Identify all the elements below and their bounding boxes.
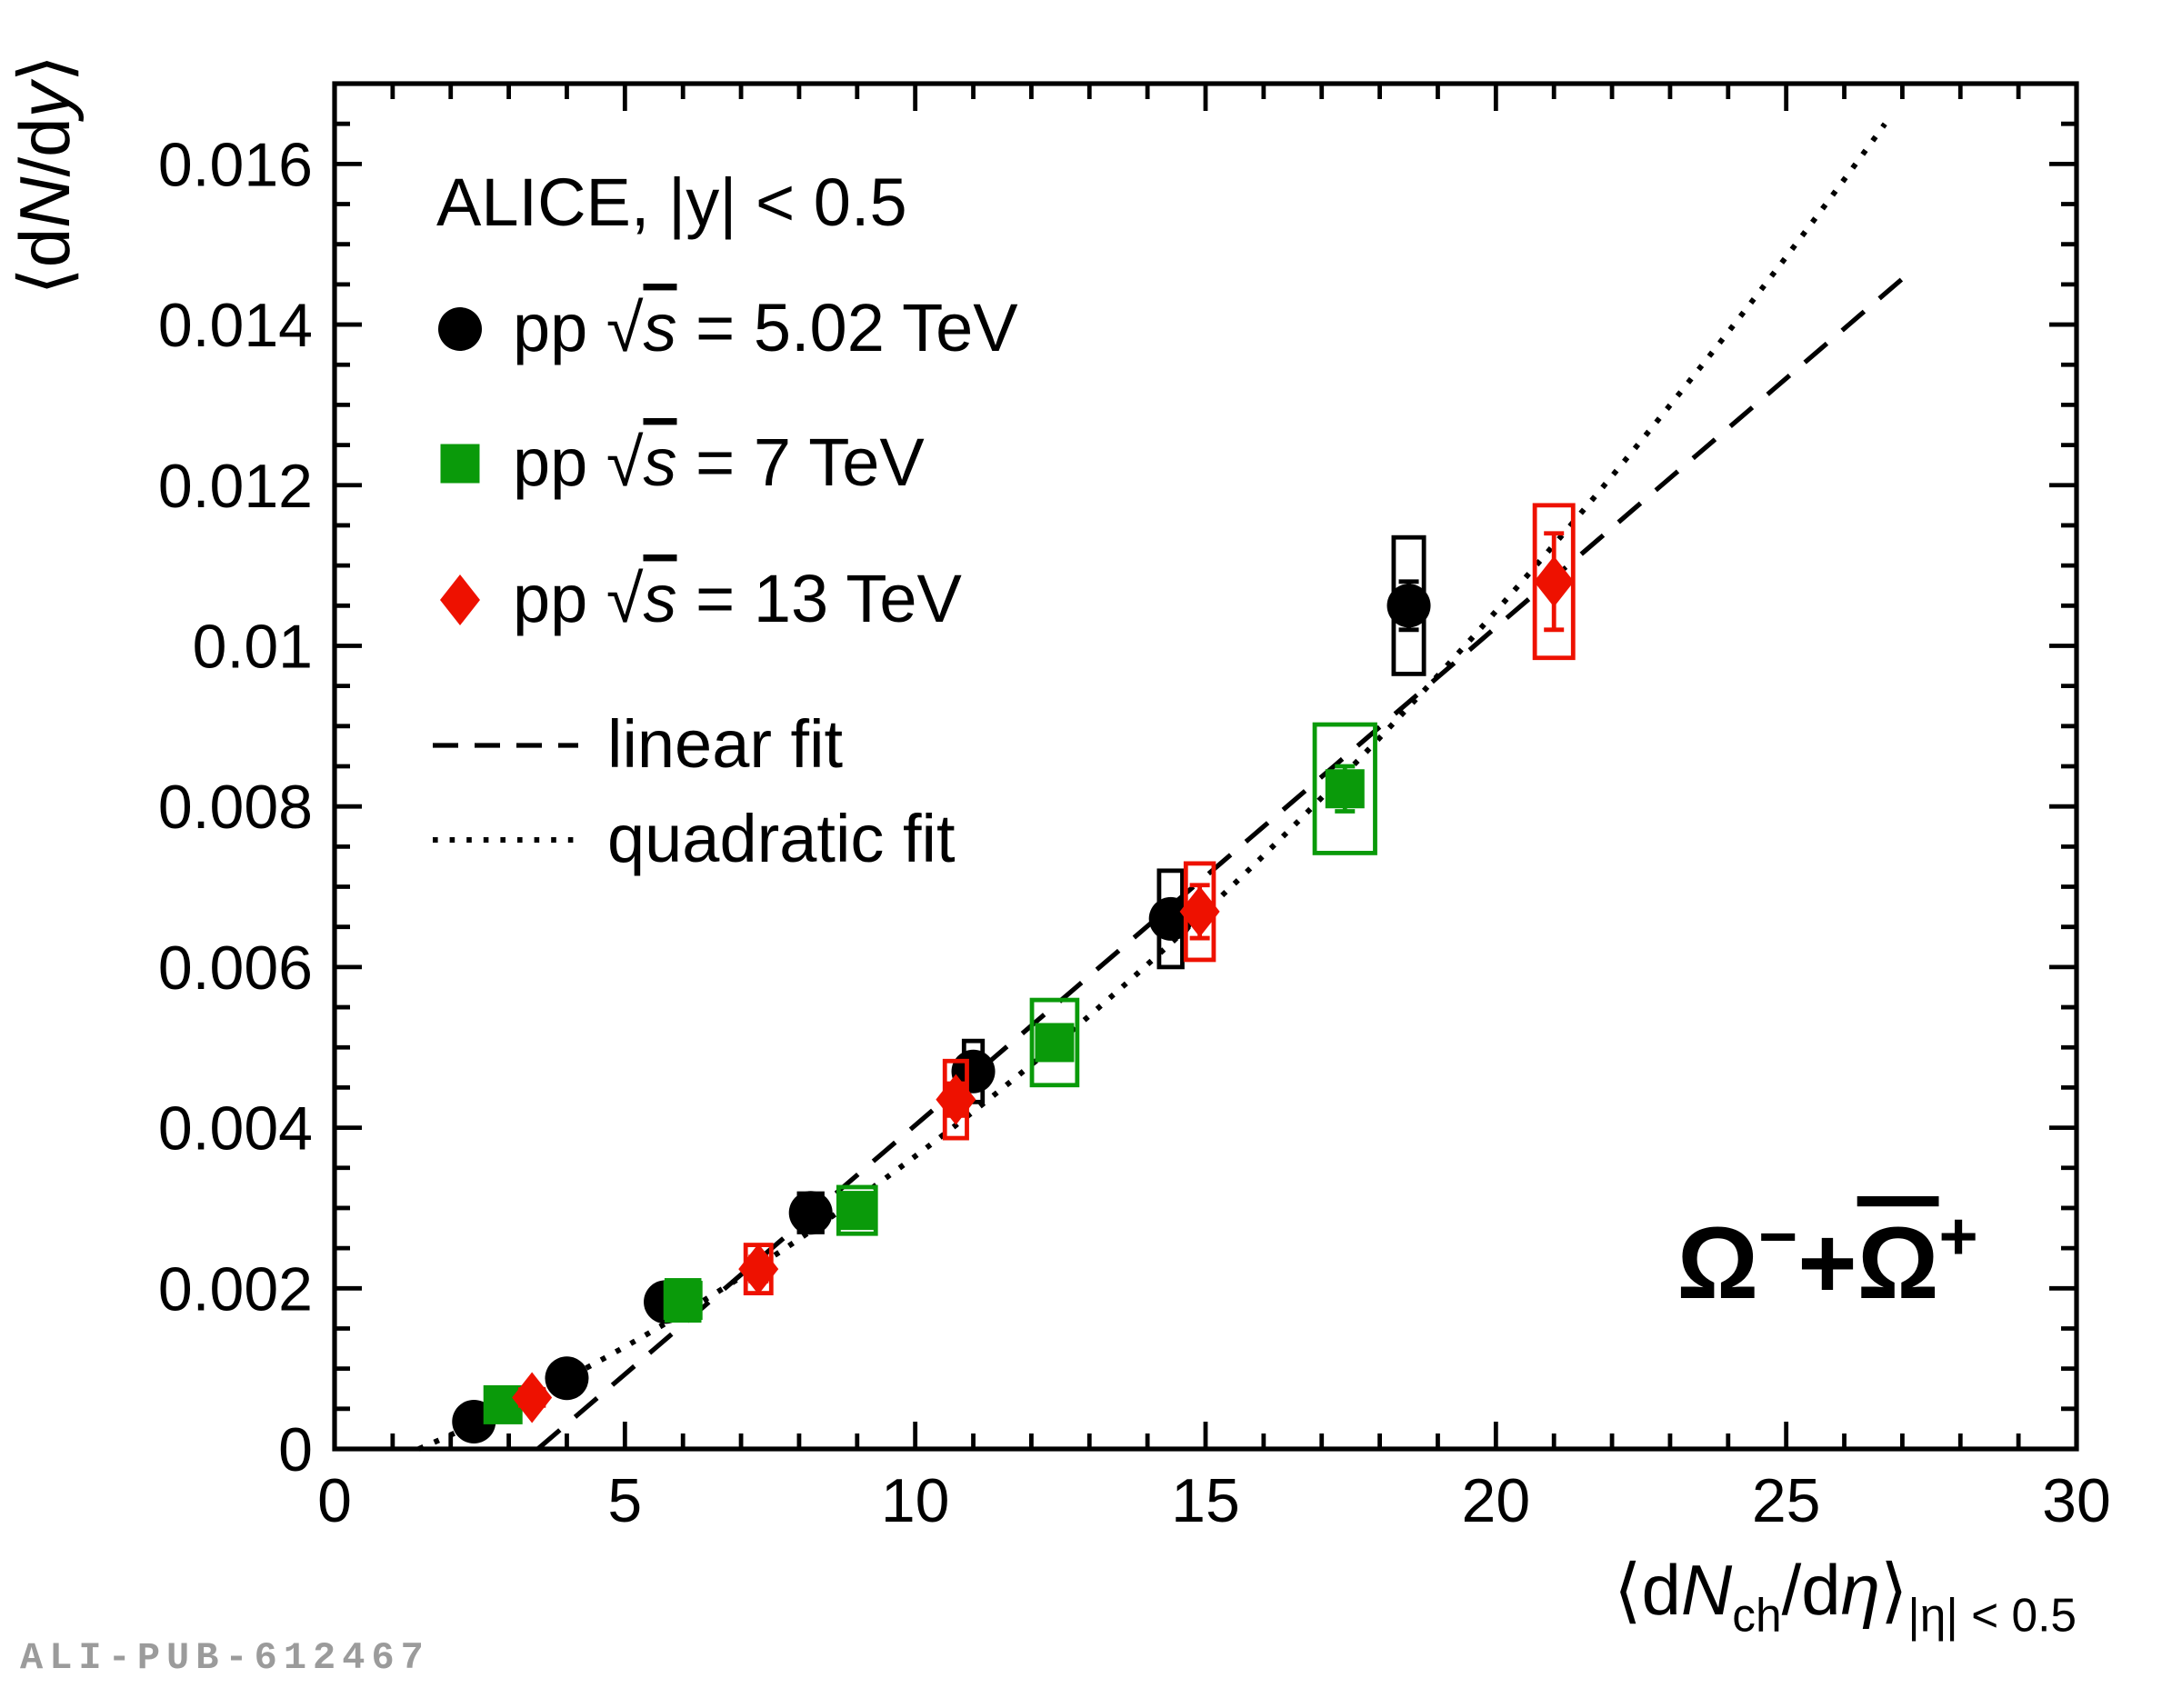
data-marker-circle: [545, 1356, 589, 1401]
x-tick-label: 30: [2042, 1466, 2111, 1535]
y-tick-label: 0.006: [158, 934, 313, 1003]
data-marker-diamond: [1534, 555, 1575, 607]
legend-marker-circle: [438, 307, 482, 351]
data-marker-diamond: [512, 1372, 553, 1423]
legend-header: ALICE, |y| < 0.5: [436, 165, 907, 240]
data-marker-circle: [788, 1191, 833, 1235]
y-tick-label: 0.01: [193, 612, 313, 681]
x-tick-label: 15: [1171, 1466, 1240, 1535]
x-tick-label: 10: [881, 1466, 950, 1535]
y-tick-label: 0: [278, 1415, 313, 1484]
syst-error-box: [1312, 722, 1377, 855]
data-marker-square: [483, 1384, 523, 1424]
data-marker-diamond: [1179, 885, 1220, 937]
legend-series-label: pp √s = 5.02 TeV: [513, 290, 1018, 365]
x-tick-label: 0: [317, 1466, 352, 1535]
legend-fit-label: linear fit: [607, 706, 844, 782]
y-tick-label: 0.012: [158, 452, 313, 521]
y-tick-label: 0.008: [158, 773, 313, 842]
y-tick-label: 0.002: [158, 1254, 313, 1323]
data-marker-square: [1035, 1023, 1075, 1063]
data-marker-square: [1325, 769, 1365, 809]
data-marker-diamond: [738, 1244, 779, 1295]
legend-series-label: pp √s = 7 TeV: [513, 425, 925, 500]
y-axis-title: ⟨dN/dy⟩: [5, 55, 85, 295]
data-marker-square: [837, 1191, 877, 1231]
watermark-label: ALI-PUB-612467: [20, 1636, 430, 1680]
legend-marker-diamond: [440, 574, 480, 625]
data-marker-square: [663, 1281, 703, 1321]
y-tick-label: 0.016: [158, 130, 313, 199]
legend-marker-square: [440, 444, 480, 484]
legend-fit-label: quadratic fit: [607, 801, 956, 876]
y-tick-label: 0.014: [158, 291, 313, 360]
syst-error-box: [1029, 997, 1080, 1088]
x-tick-label: 20: [1462, 1466, 1531, 1535]
x-tick-label: 5: [607, 1466, 642, 1535]
quadratic-fit-line: [417, 122, 1887, 1452]
x-axis-title: ⟨dNch/dη⟩|η| < 0.5: [1614, 1550, 2077, 1642]
data-marker-circle: [1386, 584, 1431, 628]
x-tick-label: 25: [1752, 1466, 1821, 1535]
y-tick-label: 0.004: [158, 1094, 313, 1164]
data-marker-circle: [1148, 896, 1193, 941]
particle-label: Ω−+Ω+: [1677, 1198, 1977, 1320]
legend-series-label: pp √s = 13 TeV: [513, 561, 963, 636]
data-marker-diamond: [936, 1074, 976, 1125]
